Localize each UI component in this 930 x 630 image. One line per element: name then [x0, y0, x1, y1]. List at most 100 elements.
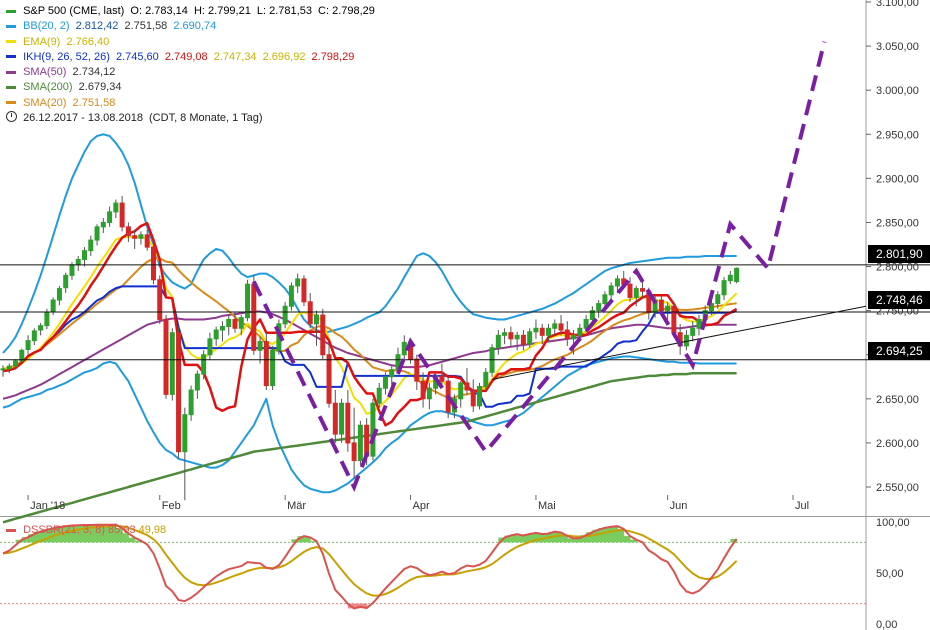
candle-body	[232, 318, 238, 329]
time-tick-label: Jul	[795, 500, 809, 512]
candle-body	[257, 341, 263, 351]
candle	[301, 275, 307, 307]
dssbr-signal-line	[2, 524, 738, 597]
candle	[326, 344, 332, 408]
dssbr-overbought-fill	[586, 532, 593, 543]
legend-bb-swatch	[6, 24, 16, 28]
candle	[150, 244, 156, 285]
legend-sma50-label: SMA(50)	[23, 66, 67, 79]
legend-range: 26.12.2017 - 13.08.2018	[23, 112, 143, 125]
candle-body	[75, 258, 81, 266]
candle	[539, 323, 545, 345]
dssbr-axis: 100,00 50,00 0,00	[876, 517, 910, 630]
price-tag-middle: 2.748,46	[868, 291, 930, 309]
price-tick-label: 2.800,00	[876, 262, 919, 274]
candle	[533, 319, 539, 339]
candle-body	[339, 402, 345, 435]
candle-body	[539, 327, 545, 336]
candle-body	[376, 387, 382, 404]
candle	[144, 229, 150, 251]
candle	[464, 367, 470, 395]
candle	[571, 330, 577, 355]
candle	[194, 370, 200, 399]
indicator-legend: DSSBR(21, 3, 8) 85,93 49,98	[6, 524, 166, 536]
candle	[213, 326, 219, 346]
candle	[13, 359, 19, 370]
candle	[709, 300, 715, 316]
dssbr-overbought-fill	[529, 532, 537, 543]
dssbr-overbought-fill	[573, 538, 581, 543]
candle	[596, 300, 602, 318]
candle	[382, 372, 388, 395]
candle-body	[44, 311, 50, 327]
legend-sma200: SMA(200) 2.679,34	[6, 80, 378, 95]
candle	[489, 344, 495, 377]
chart-legend: S&P 500 (CME, last) O: 2.783,14 H: 2.799…	[6, 4, 378, 126]
candle	[414, 354, 420, 390]
candle	[207, 332, 213, 361]
candle-body	[470, 389, 476, 407]
candle-body	[589, 310, 595, 320]
legend-sma50: SMA(50) 2.734,12	[6, 65, 378, 80]
bb-upper-line	[2, 133, 737, 354]
candle-body	[614, 278, 620, 287]
candle	[176, 326, 182, 459]
candle-body	[69, 264, 75, 276]
candle-body	[483, 371, 489, 387]
candle	[125, 222, 131, 242]
dssbr-overbought-fill	[291, 539, 299, 543]
dssbr-overbought-fill	[84, 525, 92, 543]
time-tick-label: Jun	[670, 500, 688, 512]
candle-body	[295, 278, 301, 287]
bollinger-bands	[2, 133, 737, 494]
dssbr-oversold-fill	[354, 603, 361, 607]
candle	[75, 255, 81, 271]
candle	[640, 279, 646, 298]
wave-projection-path	[252, 41, 827, 492]
candle-body	[31, 330, 37, 342]
legend-ikh-swatch	[6, 55, 16, 59]
candle-body	[226, 318, 232, 328]
candle	[19, 348, 25, 364]
legend-ikh-v3: 2.747,34	[213, 50, 257, 63]
price-tick-label: 2.850,00	[876, 217, 919, 229]
candle	[100, 218, 106, 234]
candle-body	[420, 380, 426, 400]
dssbr-overbought-fill	[122, 533, 129, 543]
dssbr-overbought-fill	[592, 529, 600, 543]
candle-body	[552, 323, 558, 329]
candle-body	[345, 402, 351, 444]
candle-body	[658, 299, 664, 312]
dssbr-indicator	[2, 523, 738, 610]
candle	[401, 335, 407, 360]
candle	[257, 337, 263, 364]
indicator-legend-v1: 85,93	[108, 524, 136, 536]
candle-body	[56, 288, 62, 301]
candle-body	[734, 267, 740, 283]
candle	[633, 285, 639, 307]
candle-body	[326, 354, 332, 404]
candle-body	[514, 334, 520, 340]
dssbr-overbought-fill	[598, 527, 606, 543]
candle-body	[19, 349, 25, 362]
dssbr-overbought-fill	[97, 524, 104, 543]
indicator-legend-label: DSSBR(21, 3, 8)	[23, 524, 105, 536]
candle	[721, 277, 727, 301]
legend-main-high: H: 2.799,21	[193, 5, 251, 17]
candle	[295, 273, 301, 293]
dssbr-overbought-fill	[554, 532, 562, 543]
candle	[608, 282, 614, 301]
candle	[502, 328, 508, 345]
candle-body	[82, 250, 88, 260]
candle	[201, 350, 207, 380]
legend-sma20-label: SMA(20)	[23, 96, 67, 109]
legend-main-low: L: 2.781,53	[256, 5, 312, 17]
candle	[63, 272, 69, 293]
time-axis: Jan '18 Feb Mär Apr Mai Jun Jul	[27, 495, 809, 512]
candle-body	[627, 283, 633, 298]
candle-body	[696, 318, 702, 329]
candle-body	[314, 314, 319, 325]
candle-body	[564, 329, 570, 340]
dssbr-overbought-fill	[567, 538, 575, 543]
